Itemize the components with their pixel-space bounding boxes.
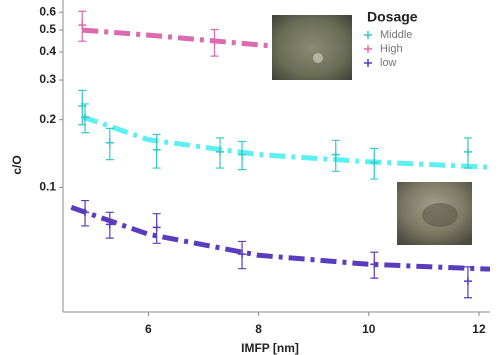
point — [81, 208, 90, 217]
photo-detail — [313, 53, 323, 63]
legend-label: low — [380, 57, 397, 69]
y-tick-label: 0.2 — [39, 112, 56, 126]
legend-marker — [364, 31, 372, 39]
legend-title: Dosage — [367, 9, 418, 25]
y-tick-label: 0.3 — [39, 72, 56, 86]
y-axis-label: c/O — [10, 155, 24, 174]
point — [210, 37, 219, 46]
y-tick-label: 0.1 — [39, 180, 56, 194]
point — [463, 277, 472, 286]
legend-marker — [364, 59, 372, 67]
x-tick-label: 12 — [472, 322, 486, 336]
fit-line — [82, 27, 287, 50]
fit-line — [70, 205, 491, 272]
point — [463, 147, 472, 156]
y-tick-label: 0.4 — [39, 44, 56, 58]
x-axis-label: IMFP [nm] — [241, 341, 299, 355]
point — [216, 147, 225, 156]
legend-label: High — [380, 43, 403, 55]
photo-detail — [422, 203, 458, 227]
point — [105, 138, 114, 147]
point — [78, 21, 87, 30]
x-tick-label: 10 — [362, 322, 376, 336]
point — [81, 113, 90, 122]
x-tick-label: 8 — [255, 322, 262, 336]
legend-marker — [364, 45, 372, 53]
y-tick-label: 0.5 — [39, 22, 56, 36]
point — [152, 223, 161, 232]
point — [105, 220, 114, 229]
x-tick-label: 6 — [145, 322, 152, 336]
point — [370, 260, 379, 269]
y-tick-label: 0.6 — [39, 4, 56, 18]
point — [331, 150, 340, 159]
point — [238, 150, 247, 159]
legend-label: Middle — [380, 29, 412, 41]
fit-line — [81, 114, 491, 170]
inset-photo — [272, 15, 352, 80]
point — [370, 158, 379, 167]
point — [238, 250, 247, 259]
point — [152, 145, 161, 154]
